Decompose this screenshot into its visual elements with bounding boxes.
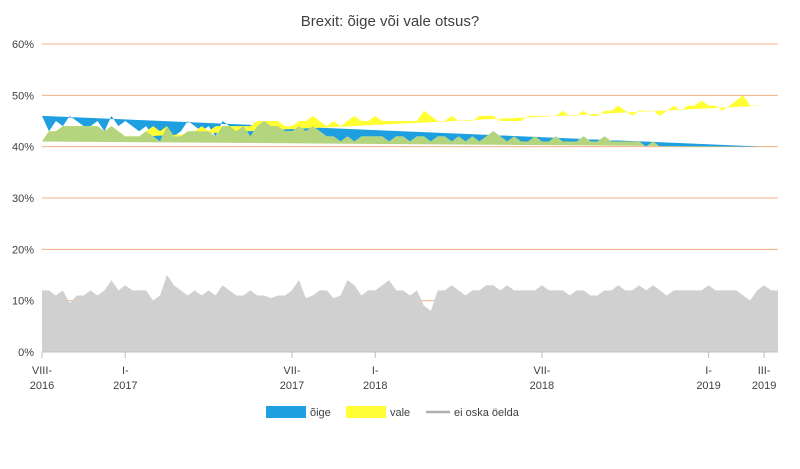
y-tick-label: 60% xyxy=(12,39,34,51)
grid-layer xyxy=(42,43,778,302)
x-tick-label: 2016 xyxy=(30,380,54,392)
x-tick-label: VIII- xyxy=(32,365,53,377)
chart-title: Brexit: õige või vale otsus? xyxy=(301,13,479,30)
legend-swatch xyxy=(266,406,306,418)
x-tick-label: 2018 xyxy=(363,380,387,392)
legend-layer: õige vale ei oska öelda xyxy=(266,406,520,419)
x-tick-label: VII- xyxy=(283,365,300,377)
x-tick-label: 2019 xyxy=(696,380,720,392)
axis-layer: 0% 10% 20% 30% 40% 50% 60% VIII- 2016 I- 2017 VII- 2… xyxy=(12,39,778,392)
x-tick-label: VII- xyxy=(533,365,550,377)
x-tick-label: I- xyxy=(122,365,129,377)
x-tick-label: 2018 xyxy=(530,380,554,392)
area-layer xyxy=(42,95,778,352)
y-tick-label: 10% xyxy=(12,296,34,308)
y-tick-label: 30% xyxy=(12,193,34,205)
y-tick-label: 0% xyxy=(18,347,34,359)
x-tick-label: I- xyxy=(705,365,712,377)
legend-label: ei oska öelda xyxy=(454,407,520,419)
area-oige xyxy=(42,115,765,147)
x-tick-label: I- xyxy=(372,365,379,377)
legend-swatch xyxy=(346,406,386,418)
legend-label: õige xyxy=(310,407,331,419)
y-tick-label: 20% xyxy=(12,244,34,256)
x-tick-label: 2019 xyxy=(752,380,776,392)
y-tick-label: 50% xyxy=(12,90,34,102)
x-tick-label: 2017 xyxy=(113,380,137,392)
area-overlap xyxy=(42,121,765,147)
legend-label: vale xyxy=(390,407,410,419)
y-tick-label: 40% xyxy=(12,142,34,154)
x-tick-label: III- xyxy=(758,365,771,377)
area-ei-oska-oelda xyxy=(42,275,778,352)
x-tick-label: 2017 xyxy=(280,380,304,392)
